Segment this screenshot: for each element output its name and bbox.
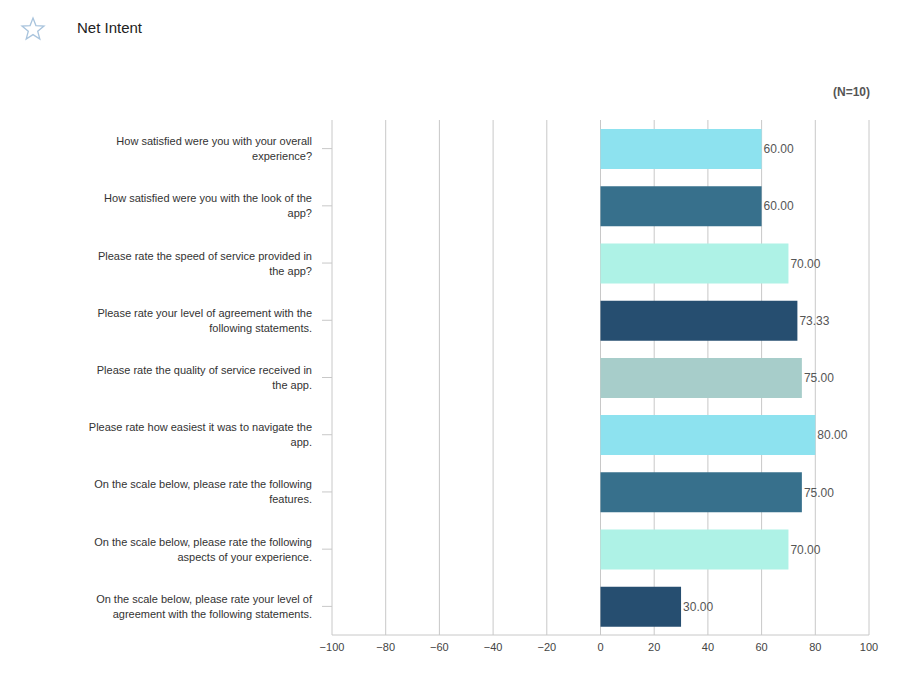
- svg-text:73.33: 73.33: [799, 314, 829, 328]
- svg-text:experience?: experience?: [252, 150, 312, 162]
- svg-text:0: 0: [597, 641, 603, 653]
- svg-text:following statements.: following statements.: [209, 322, 312, 334]
- svg-text:Please rate the quality of ser: Please rate the quality of service recei…: [97, 364, 312, 376]
- svg-text:70.00: 70.00: [790, 543, 820, 557]
- svg-text:On the scale below, please rat: On the scale below, please rate the foll…: [94, 478, 312, 490]
- svg-text:app?: app?: [288, 207, 312, 219]
- svg-text:−80: −80: [376, 641, 395, 653]
- svg-text:75.00: 75.00: [804, 371, 834, 385]
- svg-text:Please rate how easiest it was: Please rate how easiest it was to naviga…: [89, 421, 312, 433]
- svg-text:How satisfied were you with yo: How satisfied were you with your overall: [116, 135, 312, 147]
- svg-text:On the scale below, please rat: On the scale below, please rate your lev…: [96, 593, 313, 605]
- svg-text:How satisfied were you with th: How satisfied were you with the look of …: [104, 192, 312, 204]
- svg-text:75.00: 75.00: [804, 486, 834, 500]
- svg-text:On the scale below, please rat: On the scale below, please rate the foll…: [94, 536, 312, 548]
- svg-text:Please rate your level of agre: Please rate your level of agreement with…: [97, 307, 312, 319]
- svg-text:30.00: 30.00: [683, 600, 713, 614]
- svg-text:−100: −100: [320, 641, 345, 653]
- svg-text:80: 80: [809, 641, 821, 653]
- svg-text:40: 40: [702, 641, 714, 653]
- svg-text:60: 60: [755, 641, 767, 653]
- html-text:(N=10): (N=10): [833, 85, 870, 99]
- svg-text:app.: app.: [291, 436, 312, 448]
- svg-text:the app?: the app?: [269, 265, 312, 277]
- svg-text:100: 100: [860, 641, 878, 653]
- svg-text:aspects of your experience.: aspects of your experience.: [177, 551, 312, 563]
- svg-text:−20: −20: [537, 641, 556, 653]
- svg-text:features.: features.: [269, 493, 312, 505]
- svg-text:Please rate the speed of servi: Please rate the speed of service provide…: [98, 250, 312, 262]
- svg-text:60.00: 60.00: [764, 142, 794, 156]
- svg-text:70.00: 70.00: [790, 257, 820, 271]
- svg-text:60.00: 60.00: [764, 199, 794, 213]
- svg-text:the app.: the app.: [272, 379, 312, 391]
- svg-text:80.00: 80.00: [817, 428, 847, 442]
- svg-text:agreement with the following s: agreement with the following statements.: [113, 608, 312, 620]
- html-text:Net Intent: Net Intent: [77, 19, 142, 36]
- svg-text:20: 20: [648, 641, 660, 653]
- svg-text:−60: −60: [430, 641, 449, 653]
- svg-text:−40: −40: [484, 641, 503, 653]
